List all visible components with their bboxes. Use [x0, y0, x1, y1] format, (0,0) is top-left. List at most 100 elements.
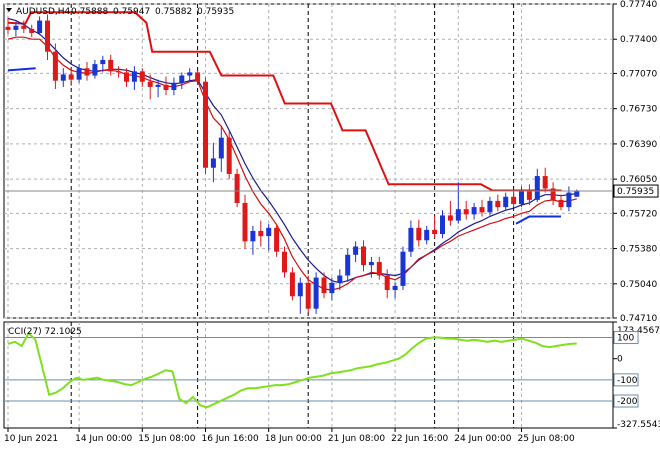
candle-body [550, 188, 556, 200]
candle-body [13, 25, 19, 30]
candle [495, 194, 501, 212]
candle-body [147, 81, 153, 87]
candle [76, 64, 82, 83]
cci-tick-label: -100 [617, 376, 638, 386]
candle-body [455, 209, 461, 221]
candle-body [76, 68, 82, 80]
ohlc-open: 0.75888 [71, 7, 108, 17]
candle-body [471, 207, 477, 215]
candle [542, 167, 548, 193]
candle-body [60, 74, 66, 81]
candle-body [479, 207, 485, 213]
resistance-step-line [7, 11, 562, 192]
candle [424, 225, 430, 245]
dropdown-triangle-icon[interactable] [6, 8, 12, 12]
candle-body [432, 229, 438, 235]
candle-body [116, 71, 122, 73]
candle [116, 66, 122, 78]
cci-tick-label: 100 [617, 334, 634, 344]
time-tick-label: 15 Jun 08:00 [138, 434, 195, 444]
candle [108, 54, 114, 76]
time-tick-label: 16 Jun 16:00 [202, 434, 259, 444]
candle [60, 68, 66, 87]
candle [21, 20, 27, 34]
time-tick-label: 10 Jun 2021 [4, 434, 58, 444]
candle [519, 186, 524, 208]
candle [147, 74, 153, 100]
candle-body [534, 176, 540, 200]
candle [218, 127, 224, 172]
support-line-start [7, 67, 36, 72]
candle [203, 77, 208, 174]
candle [282, 246, 287, 278]
candle [139, 68, 145, 87]
candle-body [368, 262, 374, 266]
candle-body [353, 246, 359, 255]
candle [361, 240, 366, 272]
candle-body [226, 137, 232, 174]
candle-body [218, 137, 224, 159]
candle [179, 72, 185, 89]
candle [13, 21, 19, 37]
time-tick-label: 25 Jun 08:00 [518, 434, 575, 444]
candle-body [84, 68, 90, 76]
candle-body [416, 227, 422, 241]
candle [242, 194, 248, 249]
candle [526, 184, 532, 206]
candle-body [566, 192, 572, 208]
candle-body [408, 227, 414, 252]
candle [163, 76, 169, 96]
candle-body [37, 20, 43, 34]
candle [52, 43, 58, 89]
candle-body [558, 199, 564, 208]
candle [226, 130, 232, 180]
candle-body [574, 190, 580, 197]
candle-body [179, 75, 185, 83]
candle-body [503, 196, 509, 208]
candle-body [100, 59, 106, 65]
candle [84, 62, 90, 81]
candle-body [68, 74, 74, 80]
time-tick-label: 21 Jun 08:00 [328, 434, 385, 444]
candle-body [542, 176, 548, 189]
time-axis: 10 Jun 2021 14 Jun 00:00 15 Jun 08:00 16 Ju… [4, 428, 575, 444]
symbol-timeframe: AUDUSD,H4 [16, 7, 71, 17]
price-tick-label: 0.77740 [620, 0, 657, 10]
price-panel[interactable]: 0.77740 0.77400 0.77070 0.76730 0.76390 0.760… [3, 0, 659, 324]
candle [368, 256, 374, 278]
candle [479, 199, 485, 217]
candle-body [203, 81, 208, 168]
candle [297, 277, 303, 314]
candle [566, 186, 572, 212]
session-dividers [70, 4, 515, 318]
price-axis: 0.77740 0.77400 0.77070 0.76730 0.76390 0.760… [613, 0, 657, 324]
candle-body [195, 72, 201, 82]
candle-body [210, 158, 216, 168]
candle-body [250, 230, 256, 242]
price-tick-label: 0.75380 [620, 245, 657, 255]
candle [313, 272, 319, 314]
candle-body [282, 251, 287, 273]
price-tick-label: 0.76050 [620, 175, 657, 185]
cci-line [7, 331, 577, 409]
candle [92, 59, 98, 79]
candle-body [313, 277, 319, 309]
cci-tick-box [613, 394, 639, 408]
candle-body [329, 282, 335, 294]
candle-body [163, 84, 169, 91]
candle-body [139, 71, 145, 82]
candle [321, 272, 327, 299]
candle [250, 225, 256, 255]
time-tick-label: 14 Jun 00:00 [75, 434, 132, 444]
candle [171, 77, 177, 96]
candle [337, 269, 343, 291]
candle-body [274, 227, 280, 252]
candle-body [519, 190, 524, 205]
candle [155, 79, 161, 98]
candle [289, 267, 295, 301]
candle [408, 220, 414, 257]
candle [305, 275, 311, 313]
